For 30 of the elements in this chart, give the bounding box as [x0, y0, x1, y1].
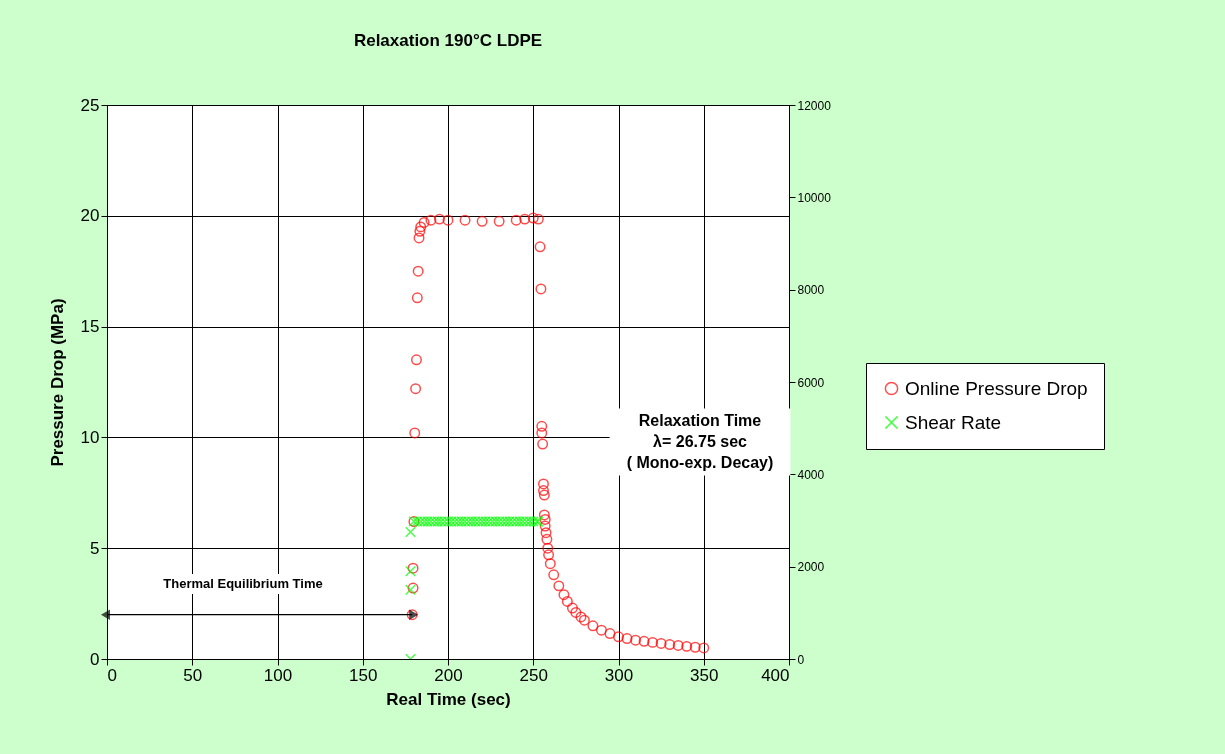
y2-tick-label: 6000 [797, 375, 825, 390]
y2-tick-label: 2000 [797, 560, 825, 575]
x-tick-label: 0 [107, 665, 117, 685]
y2-tick-label: 12000 [797, 98, 832, 113]
x-tick-label: 250 [519, 665, 548, 685]
x-tick-label: 50 [183, 665, 203, 685]
x-tick-label: 400 [761, 665, 790, 685]
x-tick-label: 300 [604, 665, 634, 685]
y-tick-label: 0 [90, 649, 100, 669]
point [405, 526, 416, 538]
annotation: Thermal Equilibrium Time [163, 576, 323, 591]
x-tick-label: 100 [263, 665, 293, 685]
legend-label: Shear Rate [905, 411, 1002, 433]
y-axis-title: Pressure Drop (MPa) [47, 298, 67, 467]
x-tick-label: 200 [434, 665, 463, 685]
legend-label: Online Pressure Drop [905, 377, 1088, 399]
y2-tick-label: 0 [797, 652, 805, 667]
y-tick-label: 25 [80, 95, 100, 115]
y2-tick-label: 8000 [797, 283, 825, 298]
y-tick-label: 20 [80, 206, 100, 226]
y2-tick-label: 10000 [797, 190, 832, 205]
y2-tick-label: 4000 [797, 467, 825, 482]
chart-title: Relaxation 190°C LDPE [353, 31, 543, 50]
x-tick-label: 150 [349, 665, 378, 685]
x-tick-label: 350 [690, 665, 719, 685]
x-axis-title: Real Time (sec) [386, 689, 511, 709]
y-tick-label: 15 [80, 317, 100, 337]
y-tick-label: 10 [80, 427, 100, 447]
annotation: Relaxation Time λ= 26.75 sec ( Mono-exp. Decay) [626, 412, 774, 471]
y-tick-label: 5 [90, 538, 100, 558]
